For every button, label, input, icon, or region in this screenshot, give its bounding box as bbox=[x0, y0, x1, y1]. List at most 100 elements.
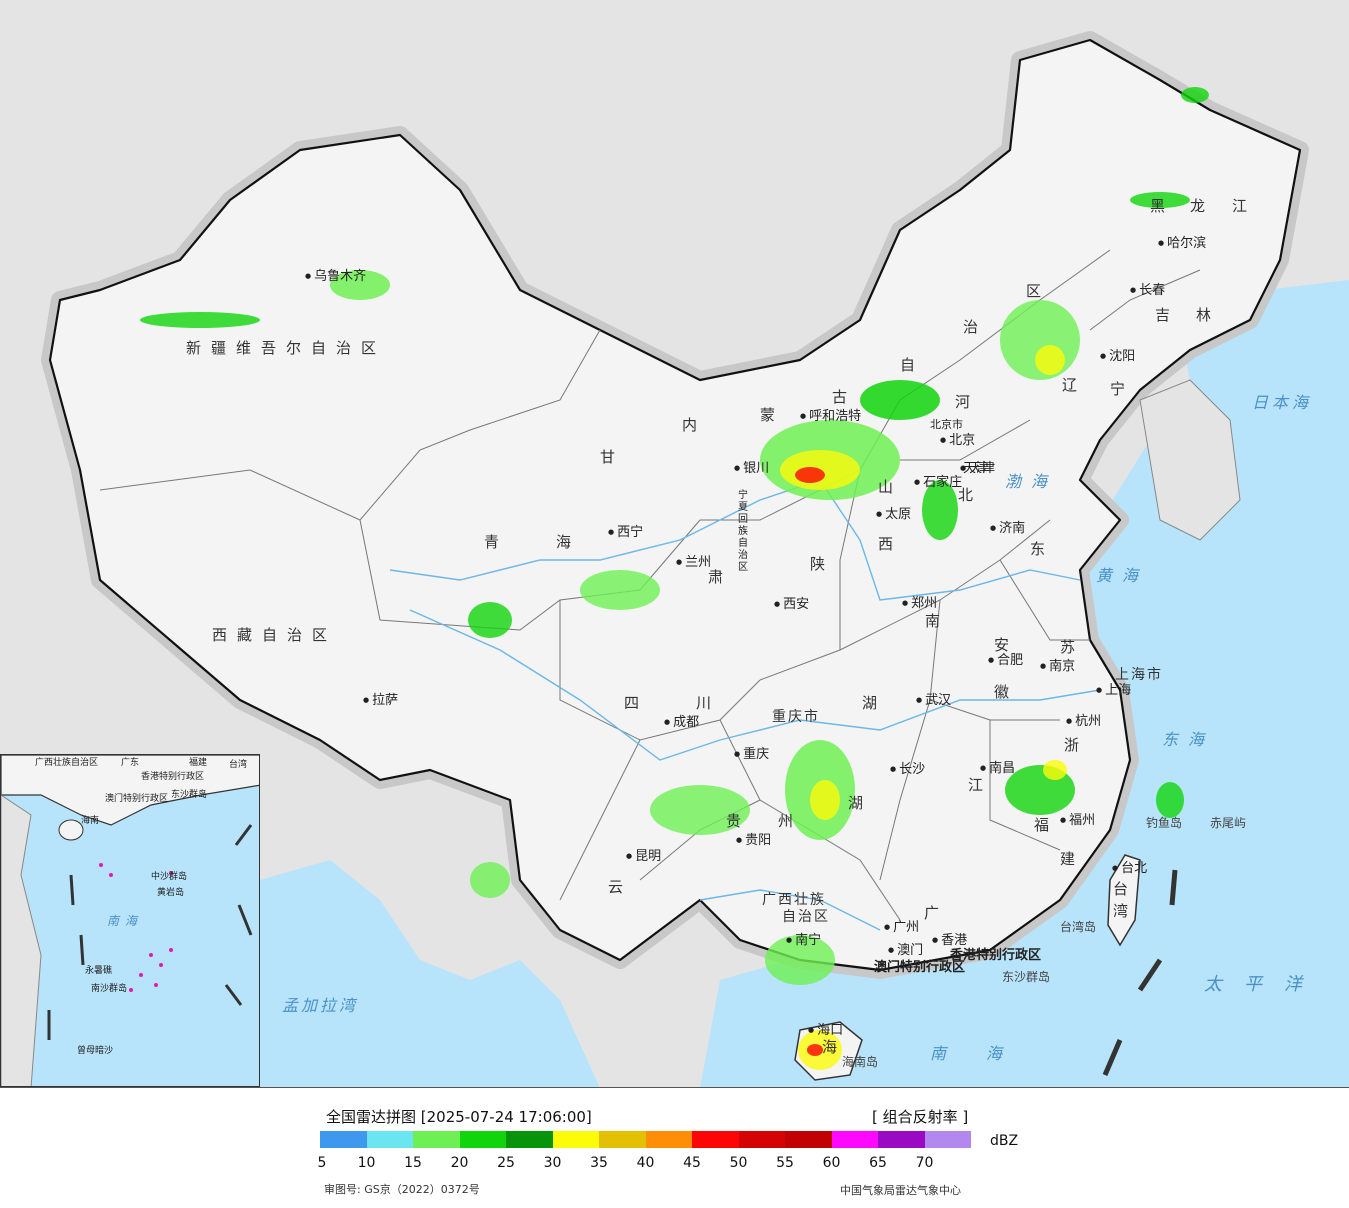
sea-bengal: 孟加拉湾 bbox=[282, 996, 359, 1015]
label-hainan: 海 bbox=[822, 1038, 846, 1056]
island-diaoyu: 钓鱼岛 bbox=[1146, 816, 1183, 830]
color-swatch bbox=[552, 1131, 599, 1148]
scale-tick-label: 10 bbox=[357, 1155, 376, 1171]
label-guangxi-2: 自治区 bbox=[782, 909, 830, 925]
inset-label-macao: 澳门特别行政区 bbox=[105, 794, 169, 804]
city-lanzhou: 兰州 bbox=[676, 556, 711, 569]
scale-tick-label: 5 bbox=[317, 1155, 327, 1171]
city-changchun: 长春 bbox=[1130, 284, 1165, 297]
city-macao: 澳门 bbox=[888, 944, 923, 957]
label-fu: 福 bbox=[1034, 816, 1058, 834]
label-lin: 林 bbox=[1196, 306, 1220, 324]
inset-label-zengmu: 曾母暗沙 bbox=[77, 1046, 114, 1056]
scale-tick-label: 15 bbox=[404, 1155, 422, 1171]
label-bei: 北 bbox=[958, 486, 982, 504]
label-shanghai-shi: 上海市 bbox=[1115, 667, 1163, 683]
label-jian: 建 bbox=[1060, 850, 1084, 868]
label-chongqing: 重庆市 bbox=[772, 709, 820, 725]
city-changsha: 长沙 bbox=[890, 763, 925, 776]
south-china-sea-inset: 广西壮族自治区 广东 福建 台湾 香港特别行政区 澳门特别行政区 海南 东沙群岛… bbox=[0, 754, 260, 1087]
color-swatch bbox=[831, 1131, 878, 1148]
inset-label-yongshu: 永暑礁 bbox=[85, 966, 113, 976]
color-swatch bbox=[878, 1131, 925, 1148]
label-liao: 辽 bbox=[1062, 376, 1086, 394]
sea-bohai: 渤海 bbox=[1005, 472, 1058, 491]
korea-land bbox=[1139, 379, 1241, 541]
city-zhengzhou: 郑州 bbox=[902, 597, 937, 610]
legend-panel: 全国雷达拼图 [2025-07-24 17:06:00] [ 组合反射率 ] d… bbox=[0, 1088, 1349, 1208]
label-gu: 古 bbox=[832, 388, 856, 406]
color-swatch bbox=[599, 1131, 646, 1148]
inset-label-nanhai: 南海 bbox=[107, 914, 144, 928]
label-gui: 贵 bbox=[726, 812, 750, 830]
city-shijiazhuang: 石家庄 bbox=[914, 476, 962, 489]
label-xizang: 西藏自治区 bbox=[212, 626, 338, 644]
scale-tick-label: 50 bbox=[729, 1155, 748, 1171]
city-xining: 西宁 bbox=[608, 526, 643, 539]
city-shenyang: 沈阳 bbox=[1100, 350, 1135, 363]
bay-of-bengal bbox=[260, 860, 600, 1087]
radar-echoes bbox=[140, 87, 1209, 1070]
city-urumqi: 乌鲁木齐 bbox=[305, 270, 366, 283]
city-beijing: 北京 bbox=[940, 434, 975, 447]
island-chiwei: 赤尾屿 bbox=[1210, 816, 1247, 830]
sea-pacific: 太平洋 bbox=[1204, 974, 1324, 995]
city-nanjing: 南京 bbox=[1040, 660, 1075, 673]
island-taiwan: 台湾岛 bbox=[1060, 920, 1097, 934]
color-swatch bbox=[320, 1131, 367, 1148]
city-jinan: 济南 bbox=[990, 522, 1025, 535]
sea-nanhai: 南海 bbox=[930, 1044, 1043, 1063]
label-zhi: 治 bbox=[963, 318, 987, 336]
label-he: 河 bbox=[955, 393, 979, 411]
credit-text: 中国气象局雷达气象中心 bbox=[840, 1184, 961, 1197]
inset-label-nansha: 南沙群岛 bbox=[91, 984, 128, 994]
label-hu: 湖 bbox=[862, 694, 886, 712]
label-xinjiang: 新疆维吾尔自治区 bbox=[186, 339, 387, 357]
city-nanchang: 南昌 bbox=[980, 762, 1015, 775]
island-dongsha: 东沙群岛 bbox=[1002, 970, 1051, 984]
inset-label-fujian: 福建 bbox=[189, 758, 208, 768]
scale-tick-label: 65 bbox=[869, 1155, 887, 1171]
color-swatch bbox=[785, 1131, 832, 1148]
city-chengdu: 成都 bbox=[664, 716, 699, 729]
label-shaan: 陕 bbox=[810, 555, 834, 573]
inset-label-huangyan: 黄岩岛 bbox=[157, 888, 185, 898]
color-swatch bbox=[692, 1131, 739, 1148]
inset-label-guangxi: 广西壮族自治区 bbox=[35, 758, 99, 768]
taiwan-island bbox=[1107, 854, 1141, 947]
approval-number: 审图号: GS京（2022）0372号 bbox=[324, 1183, 480, 1196]
legend-product: [ 组合反射率 ] bbox=[872, 1108, 969, 1126]
label-si: 四 bbox=[624, 694, 648, 712]
dash-line bbox=[1102, 869, 1178, 1076]
inset-label-taiwan: 台湾 bbox=[229, 760, 248, 770]
legend-title: 全国雷达拼图 [2025-07-24 17:06:00] bbox=[326, 1108, 592, 1126]
city-harbin: 哈尔滨 bbox=[1158, 237, 1206, 250]
city-haikou: 海口 bbox=[808, 1024, 843, 1037]
inset-canvas bbox=[1, 755, 259, 1086]
scale-tick-label: 20 bbox=[450, 1155, 469, 1171]
color-swatch bbox=[738, 1131, 785, 1148]
scale-tick-label: 45 bbox=[683, 1155, 701, 1171]
label-guang: 广 bbox=[924, 904, 948, 922]
city-hangzhou: 杭州 bbox=[1066, 715, 1101, 728]
label-shan: 山 bbox=[878, 478, 902, 496]
color-swatch bbox=[924, 1131, 971, 1148]
city-chongqing: 重庆 bbox=[734, 748, 769, 761]
label-jiangsu: 苏 bbox=[1060, 638, 1084, 656]
city-tianjin: 天津 bbox=[960, 462, 995, 475]
label-hui: 徽 bbox=[994, 683, 1018, 701]
label-zhou: 州 bbox=[778, 812, 802, 830]
city-shanghai: 上海 bbox=[1096, 684, 1131, 697]
scale-tick-label: 60 bbox=[822, 1155, 841, 1171]
city-hongkong: 香港 bbox=[932, 934, 967, 947]
city-kunming: 昆明 bbox=[626, 850, 661, 863]
city-yinchuan: 银川 bbox=[734, 462, 769, 475]
city-nanning: 南宁 bbox=[786, 934, 821, 947]
city-hohhot: 呼和浩特 bbox=[800, 410, 861, 423]
city-wuhan: 武汉 bbox=[916, 694, 951, 707]
color-swatch bbox=[645, 1131, 692, 1148]
label-tai: 台 bbox=[1113, 880, 1137, 898]
label-ning: 宁 bbox=[1110, 380, 1134, 398]
label-an: 安 bbox=[994, 636, 1018, 654]
color-swatch bbox=[506, 1131, 553, 1148]
